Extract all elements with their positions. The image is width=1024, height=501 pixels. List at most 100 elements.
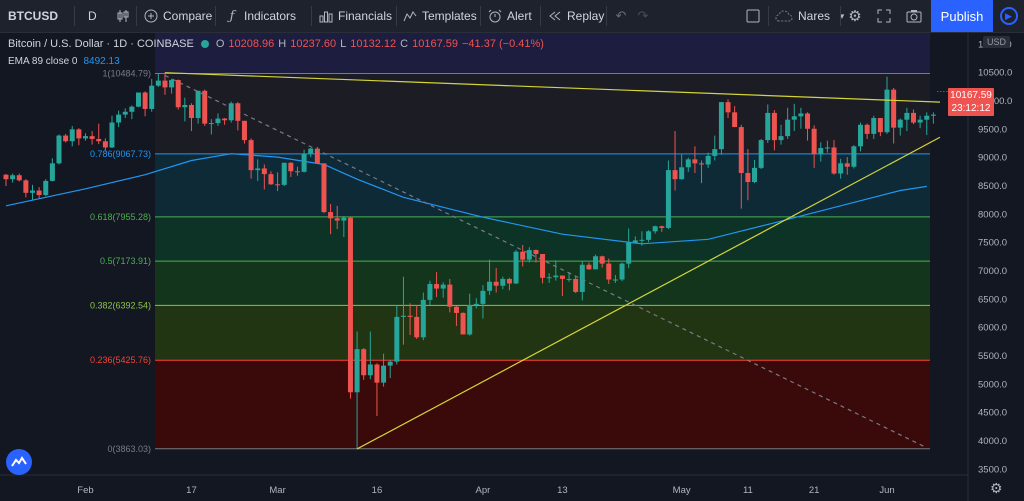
candle-body <box>871 118 877 134</box>
candle-body <box>791 116 797 120</box>
candle-body <box>102 141 108 148</box>
candle-body <box>573 278 579 292</box>
alert-label: Alert <box>507 9 532 23</box>
price-tick-label: 9000.0 <box>978 153 1007 164</box>
candle-body <box>149 85 155 109</box>
ema-line[interactable] <box>5 153 927 245</box>
toolbar-divider <box>136 6 137 26</box>
symbol-search[interactable]: BTCUSD <box>8 0 58 32</box>
candle-body <box>142 92 148 109</box>
candle-body <box>897 119 903 128</box>
ema-label: EMA 89 close 0 <box>8 56 78 67</box>
publish-label: Publish <box>940 8 984 24</box>
candle-body <box>16 175 22 181</box>
candle-body <box>639 239 645 241</box>
trend-line[interactable] <box>164 74 928 449</box>
candle-body <box>652 226 658 232</box>
candle-body <box>718 102 724 150</box>
snapshot-button[interactable] <box>906 0 922 32</box>
templates-button[interactable]: Templates <box>403 0 477 32</box>
candle-body <box>235 103 241 121</box>
fullscreen-select-button[interactable] <box>746 0 760 32</box>
candle-body <box>29 190 35 193</box>
candle-body <box>745 172 751 183</box>
templates-label: Templates <box>422 9 477 23</box>
candle-body <box>818 148 824 155</box>
trend-line[interactable] <box>164 72 941 103</box>
undo-button[interactable]: ↶ <box>614 0 628 32</box>
candle-body <box>281 162 287 185</box>
layout-name-button[interactable]: Nares ▾ <box>775 0 849 32</box>
candle-body <box>838 163 844 174</box>
candle-body <box>646 231 652 240</box>
candle-body <box>738 127 744 173</box>
candle-body <box>222 118 228 121</box>
candle-body <box>420 299 426 338</box>
chart-canvas[interactable]: 3500.0 4000.0 4500.0 5000.0 5500.0 6000.0 6500… <box>0 33 1024 501</box>
axis-settings-icon[interactable]: ⚙ <box>990 480 1003 496</box>
candle-body <box>540 254 546 278</box>
candle-body <box>453 306 459 313</box>
replay-label: Replay <box>567 9 605 23</box>
compare-button[interactable]: Compare <box>144 0 212 32</box>
candle-body <box>911 112 917 123</box>
price-tick-label: 7500.0 <box>978 238 1007 249</box>
candle-body <box>69 129 75 142</box>
fibonacci-retracement[interactable] <box>0 33 968 475</box>
top-toolbar: BTCUSD D Compare ƒ Indicators Financials… <box>0 0 1024 33</box>
redo-button[interactable]: ↷ <box>636 0 650 32</box>
candle-body <box>665 170 671 228</box>
time-tick-label: Jun <box>879 485 894 496</box>
function-icon: ƒ <box>229 8 235 24</box>
fib-level-label: 0.236(5425.76) <box>90 355 151 365</box>
price-tick-label: 5500.0 <box>978 351 1007 362</box>
interval-label: D <box>88 9 97 23</box>
publish-button[interactable]: Publish <box>931 0 993 32</box>
bar-chart-icon <box>319 9 333 23</box>
price-tick-label: 9500.0 <box>978 124 1007 135</box>
replay-button[interactable]: Replay <box>548 0 604 32</box>
change-value: −41.37 (−0.41%) <box>461 38 544 50</box>
candle-body <box>831 147 837 174</box>
candle-body <box>500 278 506 286</box>
close-value: 10167.59 <box>412 38 458 50</box>
candle-body <box>288 162 294 172</box>
candle-body <box>374 364 380 383</box>
open-panel-button[interactable]: ▶ <box>993 0 1024 32</box>
interval-button[interactable]: D <box>88 0 97 32</box>
tradingview-logo-icon[interactable] <box>6 449 32 475</box>
trend-line[interactable] <box>356 136 941 450</box>
financials-button[interactable]: Financials <box>319 0 392 32</box>
candle-body <box>36 190 42 196</box>
chart-type-button[interactable] <box>116 0 130 32</box>
ema-legend[interactable]: EMA 89 close 0 8492.13 <box>8 56 120 67</box>
indicators-button[interactable]: ƒ Indicators <box>225 0 296 32</box>
candle-body <box>255 168 261 171</box>
candle-body <box>89 136 95 139</box>
low-label: L <box>340 38 347 50</box>
settings-button[interactable]: ⚙ <box>848 0 862 32</box>
candle-body <box>56 135 62 164</box>
candle-body <box>400 315 406 317</box>
time-axis[interactable]: Feb 17 Mar 16 Apr 13 May 11 21 Jun <box>0 474 968 496</box>
fib-level-label: 0.5(7173.91) <box>100 256 151 266</box>
candle-body <box>334 218 340 221</box>
time-tick-label: 16 <box>372 485 383 496</box>
fib-level-label: 1(10484.79) <box>102 69 151 79</box>
candle-body <box>811 128 817 155</box>
candle-body <box>778 136 784 141</box>
candle-body <box>533 250 539 254</box>
time-tick-label: Feb <box>77 485 93 496</box>
candle-body <box>116 114 122 123</box>
camera-icon <box>906 9 922 23</box>
toolbar-divider <box>480 6 481 26</box>
expand-icon <box>877 9 891 23</box>
candle-body <box>771 112 777 141</box>
alert-button[interactable]: Alert <box>488 0 532 32</box>
square-icon <box>746 9 760 23</box>
candlestick-icon <box>116 9 130 23</box>
price-tick-label: 3500.0 <box>978 464 1007 475</box>
time-tick-label: Apr <box>476 485 491 496</box>
fullscreen-button[interactable] <box>877 0 891 32</box>
